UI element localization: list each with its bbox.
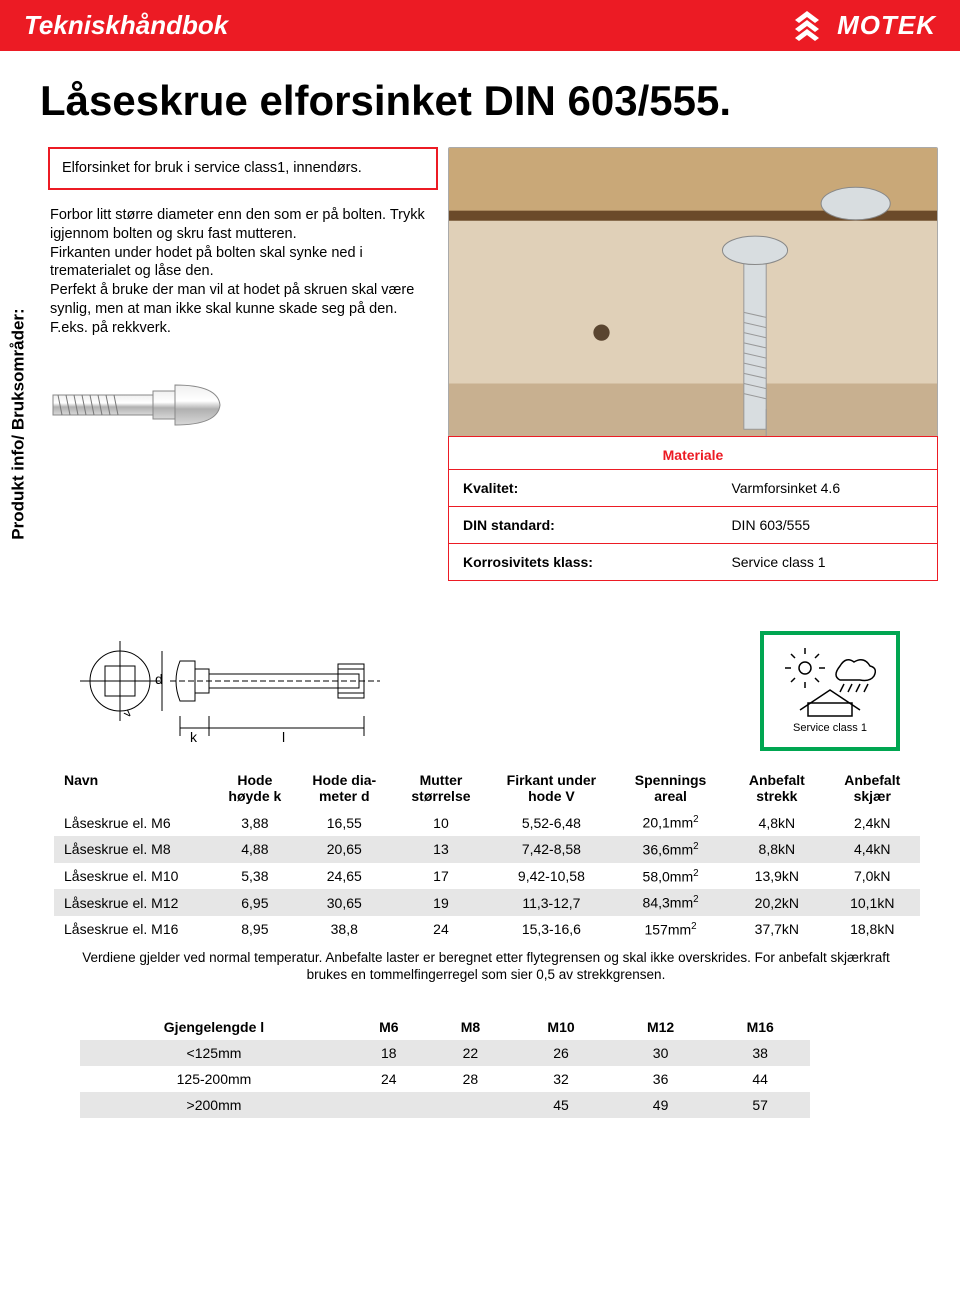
material-table: Materiale Kvalitet:Varmforsinket 4.6 DIN…	[448, 436, 938, 581]
page-title: Låseskrue elforsinket DIN 603/555.	[0, 51, 960, 129]
sidebar-label-wrap: Produkt info/ Bruksområder:	[0, 267, 38, 581]
material-row: Kvalitet:Varmforsinket 4.6	[449, 470, 938, 507]
table-row: Låseskrue el. M126,9530,651911,3-12,784,…	[54, 889, 920, 916]
table-row: Låseskrue el. M105,3824,65179,42-10,5858…	[54, 863, 920, 890]
svg-text:k: k	[190, 729, 198, 745]
brand-logo: MOTEK	[785, 10, 936, 41]
table-header: M6	[348, 1014, 430, 1040]
table-header: Spenningsareal	[612, 767, 729, 809]
table-row: Låseskrue el. M63,8816,55105,52-6,4820,1…	[54, 809, 920, 836]
table-row: Låseskrue el. M84,8820,65137,42-8,5836,6…	[54, 836, 920, 863]
service-class-icon	[780, 648, 880, 718]
table-header: M16	[710, 1014, 810, 1040]
table-header: Firkant underhode V	[491, 767, 612, 809]
description-text: Forbor litt større diameter enn den som …	[48, 206, 438, 338]
hero-image	[448, 147, 938, 437]
material-header: Materiale	[449, 437, 938, 470]
table-header: Navn	[54, 767, 212, 809]
table-header: Mutterstørrelse	[391, 767, 491, 809]
bolt-diagram: d v k l	[80, 636, 430, 746]
svg-text:l: l	[282, 729, 285, 745]
table-header: Anbefaltskjær	[825, 767, 920, 809]
service-badge-caption: Service class 1	[793, 722, 867, 734]
table-header: Hodehøyde k	[212, 767, 297, 809]
thread-table-wrap: Gjengelengde lM6M8M10M12M16 <125mm182226…	[0, 990, 960, 1158]
table-row: 125-200mm2428323644	[80, 1066, 810, 1092]
left-column: Elforsinket for bruk i service class1, i…	[48, 147, 438, 450]
content-row: Produkt info/ Bruksområder: Elforsinket …	[0, 129, 960, 581]
table-header: M12	[611, 1014, 711, 1040]
thread-table: Gjengelengde lM6M8M10M12M16 <125mm182226…	[80, 1014, 810, 1118]
info-box: Elforsinket for bruk i service class1, i…	[48, 147, 438, 190]
table-row: <125mm1822263038	[80, 1040, 810, 1066]
table-header: M8	[430, 1014, 512, 1040]
table-row: >200mm454957	[80, 1092, 810, 1118]
table-header: M10	[511, 1014, 611, 1040]
table-header: Hode dia-meter d	[297, 767, 391, 809]
table-row: Låseskrue el. M168,9538,82415,3-16,6157m…	[54, 916, 920, 943]
table-footnote: Verdiene gjelder ved normal temperatur. …	[54, 943, 920, 990]
table-header: Gjengelengde l	[80, 1014, 348, 1040]
material-row: DIN standard:DIN 603/555	[449, 507, 938, 544]
logo-icon	[785, 11, 829, 41]
service-class-badge: Service class 1	[760, 631, 900, 751]
sidebar-label: Produkt info/ Bruksområder:	[9, 308, 29, 539]
data-table-wrap: NavnHodehøyde kHode dia-meter dMutterstø…	[0, 761, 960, 990]
diagram-row: d v k l Service class 1	[0, 581, 960, 761]
material-row: Korrosivitets klass:Service class 1	[449, 544, 938, 581]
table-header: Anbefaltstrekk	[729, 767, 824, 809]
bolt-image	[48, 360, 248, 450]
logo-text: MOTEK	[837, 10, 936, 41]
header-title: Tekniskhåndbok	[24, 10, 228, 41]
svg-text:d: d	[155, 671, 163, 687]
right-column: Materiale Kvalitet:Varmforsinket 4.6 DIN…	[448, 147, 938, 581]
header-bar: Tekniskhåndbok MOTEK	[0, 0, 960, 51]
data-table: NavnHodehøyde kHode dia-meter dMutterstø…	[54, 767, 920, 990]
